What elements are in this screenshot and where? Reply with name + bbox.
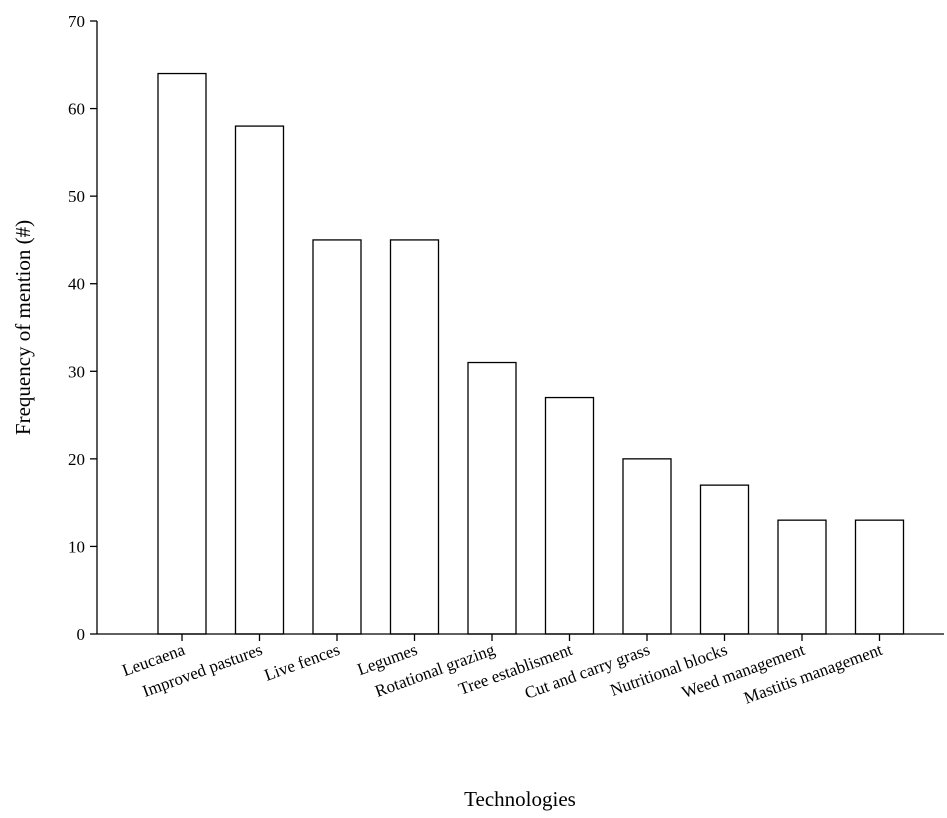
bar bbox=[854, 519, 905, 635]
y-tick-label: 50 bbox=[68, 187, 85, 206]
bar bbox=[467, 361, 517, 635]
y-tick-label: 10 bbox=[68, 537, 85, 556]
y-tick-label: 0 bbox=[77, 625, 86, 644]
y-ticks-group: 0 10 20 30 40 50 60 70 bbox=[68, 12, 97, 644]
bar bbox=[157, 72, 207, 635]
bar bbox=[389, 239, 440, 635]
bar bbox=[234, 125, 285, 635]
y-tick-label: 60 bbox=[68, 100, 85, 119]
bar bbox=[622, 458, 672, 635]
bars-group bbox=[157, 72, 905, 635]
y-tick-label: 70 bbox=[68, 12, 85, 31]
y-tick-label: 40 bbox=[68, 275, 85, 294]
y-tick-label: 30 bbox=[68, 362, 85, 381]
x-category-label: Live fences bbox=[262, 640, 343, 685]
y-tick-label: 20 bbox=[68, 450, 85, 469]
x-axis-title: Technologies bbox=[464, 787, 576, 811]
bar bbox=[312, 239, 362, 635]
y-axis-title: Frequency of mention (#) bbox=[11, 220, 35, 435]
bar bbox=[699, 484, 750, 635]
bar bbox=[544, 396, 595, 635]
bar bbox=[777, 519, 827, 635]
